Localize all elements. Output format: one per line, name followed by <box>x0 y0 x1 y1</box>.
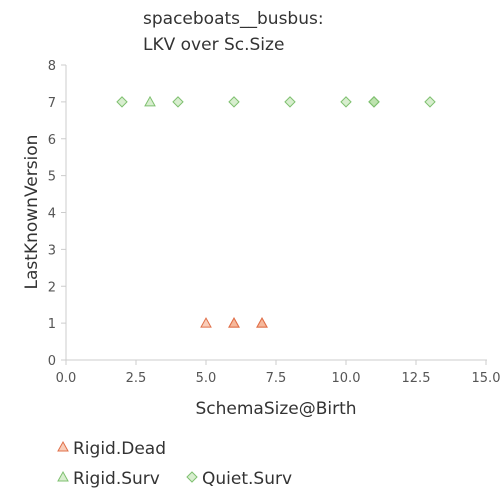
quiet-surv-point <box>424 96 436 108</box>
quiet-surv-point <box>368 96 380 108</box>
x-tick-label: 15.0 <box>472 371 500 386</box>
x-axis-title: SchemaSize@Birth <box>195 399 356 419</box>
quiet-surv-point <box>172 96 184 108</box>
quiet-surv-point <box>284 96 296 108</box>
x-tick-label: 0.0 <box>56 371 77 386</box>
x-tick-label: 5.0 <box>196 371 217 386</box>
rigid-dead-point <box>256 317 268 328</box>
x-tick-label: 7.5 <box>266 371 287 386</box>
quiet-surv-point <box>228 96 240 108</box>
y-tick-label: 5 <box>48 170 56 185</box>
data-points <box>116 95 436 328</box>
x-axis-ticks: 0.0 2.5 5.0 7.5 10.0 12.5 15.0 <box>56 360 500 386</box>
quiet-surv-point <box>116 96 128 108</box>
legend-quiet-surv-marker <box>186 471 198 483</box>
legend-rigid-dead-label: Rigid.Dead <box>73 439 166 459</box>
chart-title: spaceboats__busbus: LKV over Sc.Size <box>143 9 324 55</box>
quiet-surv-point <box>340 96 352 108</box>
y-axis-title: LastKnownVersion <box>22 135 42 290</box>
y-tick-label: 4 <box>48 207 56 222</box>
chart-title-line-2: LKV over Sc.Size <box>143 35 284 55</box>
x-tick-label: 12.5 <box>402 371 431 386</box>
legend-rigid-surv-label: Rigid.Surv <box>73 469 160 489</box>
y-tick-label: 6 <box>48 133 56 148</box>
rigid-surv-point <box>144 95 156 107</box>
legend: Rigid.Dead Rigid.Surv Quiet.Surv <box>57 439 292 489</box>
rigid-dead-point <box>200 317 212 328</box>
y-tick-label: 0 <box>48 354 56 369</box>
rigid-dead-point <box>228 317 240 328</box>
y-tick-label: 2 <box>48 280 56 295</box>
y-tick-label: 8 <box>48 59 56 74</box>
axes <box>65 65 487 361</box>
y-tick-label: 7 <box>48 96 56 111</box>
legend-rigid-dead-marker <box>57 440 69 452</box>
legend-rigid-surv-marker <box>57 470 69 482</box>
y-tick-label: 3 <box>48 243 56 258</box>
legend-quiet-surv-label: Quiet.Surv <box>202 469 292 489</box>
x-tick-label: 2.5 <box>126 371 147 386</box>
x-tick-label: 10.0 <box>332 371 361 386</box>
chart-title-line-1: spaceboats__busbus: <box>143 9 324 29</box>
y-axis-ticks: 0 1 2 3 4 5 6 7 8 <box>48 59 66 369</box>
y-tick-label: 1 <box>48 317 56 332</box>
